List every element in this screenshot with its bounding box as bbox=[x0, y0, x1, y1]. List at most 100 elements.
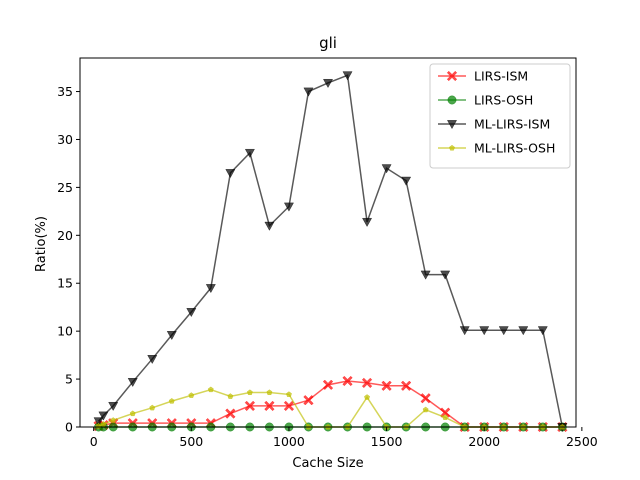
data-point bbox=[246, 389, 253, 396]
data-point bbox=[422, 406, 429, 413]
data-point bbox=[420, 270, 431, 280]
marker-shape bbox=[227, 393, 234, 399]
legend-entry: ML-LIRS-OSH bbox=[438, 141, 555, 156]
data-point bbox=[342, 375, 353, 387]
chart-title: gli bbox=[319, 34, 337, 52]
y-tick-label: 20 bbox=[57, 228, 73, 243]
x-tick-label: 0 bbox=[90, 434, 98, 449]
marker-shape bbox=[283, 202, 294, 212]
marker-shape bbox=[342, 71, 353, 81]
legend-entry: ML-LIRS-ISM bbox=[438, 117, 550, 132]
marker-shape bbox=[342, 375, 353, 387]
x-tick-label: 1500 bbox=[371, 434, 403, 449]
data-point bbox=[381, 380, 392, 391]
marker-shape bbox=[303, 87, 314, 97]
x-axis-label: Cache Size bbox=[292, 456, 363, 471]
data-point bbox=[225, 169, 236, 179]
marker-shape bbox=[361, 377, 373, 389]
marker-shape bbox=[244, 400, 256, 412]
legend-marker bbox=[449, 144, 455, 151]
x-tick-label: 500 bbox=[179, 434, 203, 449]
data-point bbox=[442, 414, 449, 420]
data-point bbox=[186, 308, 197, 318]
data-point bbox=[361, 377, 373, 389]
data-point bbox=[303, 395, 314, 406]
data-point bbox=[420, 393, 431, 404]
series-line bbox=[97, 74, 564, 428]
marker-shape bbox=[381, 380, 392, 391]
marker-shape bbox=[285, 391, 292, 397]
data-point bbox=[149, 404, 156, 411]
plot-frame bbox=[79, 57, 577, 428]
marker-shape bbox=[147, 355, 158, 365]
legend-label: LIRS-ISM bbox=[474, 69, 528, 84]
data-point bbox=[440, 270, 451, 280]
x-tick-label: 2500 bbox=[566, 434, 598, 449]
marker-shape bbox=[108, 401, 119, 412]
data-point bbox=[381, 164, 392, 174]
legend-marker bbox=[446, 120, 458, 130]
y-tick-label: 5 bbox=[65, 372, 73, 387]
data-point bbox=[322, 379, 334, 390]
data-point bbox=[498, 326, 509, 336]
data-point bbox=[129, 410, 136, 417]
data-point bbox=[479, 326, 490, 336]
marker-shape bbox=[442, 414, 449, 420]
marker-shape bbox=[264, 400, 275, 412]
marker-shape bbox=[303, 395, 314, 406]
legend-label: ML-LIRS-ISM bbox=[474, 117, 550, 132]
y-tick-label: 10 bbox=[57, 324, 73, 339]
marker-shape bbox=[440, 407, 451, 418]
data-point bbox=[207, 386, 214, 393]
data-point bbox=[108, 401, 119, 412]
marker-shape bbox=[225, 408, 236, 419]
legend-entry: LIRS-OSH bbox=[438, 93, 533, 108]
marker-shape bbox=[518, 326, 529, 336]
data-point bbox=[322, 78, 334, 89]
data-point bbox=[264, 221, 275, 231]
data-point bbox=[266, 389, 273, 396]
marker-shape bbox=[127, 378, 138, 388]
data-point bbox=[166, 331, 177, 341]
data-point bbox=[283, 202, 294, 212]
series-ml-lirs-ism bbox=[93, 71, 568, 433]
marker-shape bbox=[129, 410, 136, 417]
marker-shape bbox=[400, 380, 412, 391]
legend-box bbox=[429, 63, 571, 169]
marker-shape bbox=[207, 386, 214, 393]
marker-shape bbox=[186, 308, 197, 318]
marker-shape bbox=[364, 394, 371, 400]
legend-marker bbox=[447, 95, 457, 105]
marker-shape bbox=[110, 417, 117, 423]
y-axis-label: Ratio(%) bbox=[34, 216, 49, 272]
marker-shape bbox=[244, 148, 255, 159]
data-point bbox=[264, 400, 275, 412]
marker-shape bbox=[322, 78, 334, 89]
marker-shape bbox=[149, 404, 156, 411]
y-tick-label: 30 bbox=[57, 132, 73, 147]
legend-label: LIRS-OSH bbox=[474, 93, 533, 108]
legend-marker bbox=[446, 70, 458, 82]
data-point bbox=[459, 326, 470, 336]
legend-label: ML-LIRS-OSH bbox=[474, 141, 555, 156]
data-point bbox=[400, 380, 412, 391]
marker-shape bbox=[420, 393, 431, 404]
marker-shape bbox=[266, 389, 273, 396]
marker-shape bbox=[479, 326, 490, 336]
data-point bbox=[342, 71, 353, 81]
x-tick-label: 2000 bbox=[468, 434, 500, 449]
marker-shape bbox=[401, 176, 412, 186]
marker-shape bbox=[440, 270, 451, 280]
y-tick-label: 25 bbox=[57, 180, 73, 195]
data-point bbox=[244, 400, 256, 412]
data-point bbox=[205, 284, 216, 294]
data-point bbox=[518, 326, 529, 336]
marker-shape bbox=[166, 331, 177, 341]
legend: LIRS-ISM LIRS-OSH ML-LIRS-ISM ML-LIRS-OSH bbox=[429, 63, 571, 169]
data-point bbox=[127, 378, 138, 388]
data-point bbox=[147, 355, 158, 365]
data-point bbox=[110, 417, 117, 423]
marker-shape bbox=[498, 326, 509, 336]
axes-layer: 0 500 1000 1500 2000 2500 0 5 10 15 20 25 30 35 bbox=[57, 57, 598, 449]
